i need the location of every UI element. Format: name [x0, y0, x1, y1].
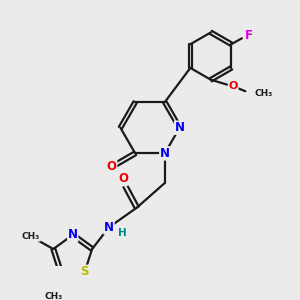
Text: CH₃: CH₃	[254, 89, 272, 98]
Text: N: N	[175, 121, 184, 134]
Text: O: O	[229, 81, 238, 91]
Text: CH₃: CH₃	[22, 232, 40, 241]
Text: CH₃: CH₃	[44, 292, 63, 300]
Text: N: N	[160, 147, 170, 160]
Text: S: S	[80, 265, 89, 278]
Text: N: N	[104, 221, 114, 234]
Text: O: O	[107, 160, 117, 173]
Text: N: N	[68, 228, 78, 242]
Text: F: F	[244, 29, 252, 42]
Text: H: H	[118, 228, 127, 238]
Text: O: O	[118, 172, 128, 185]
